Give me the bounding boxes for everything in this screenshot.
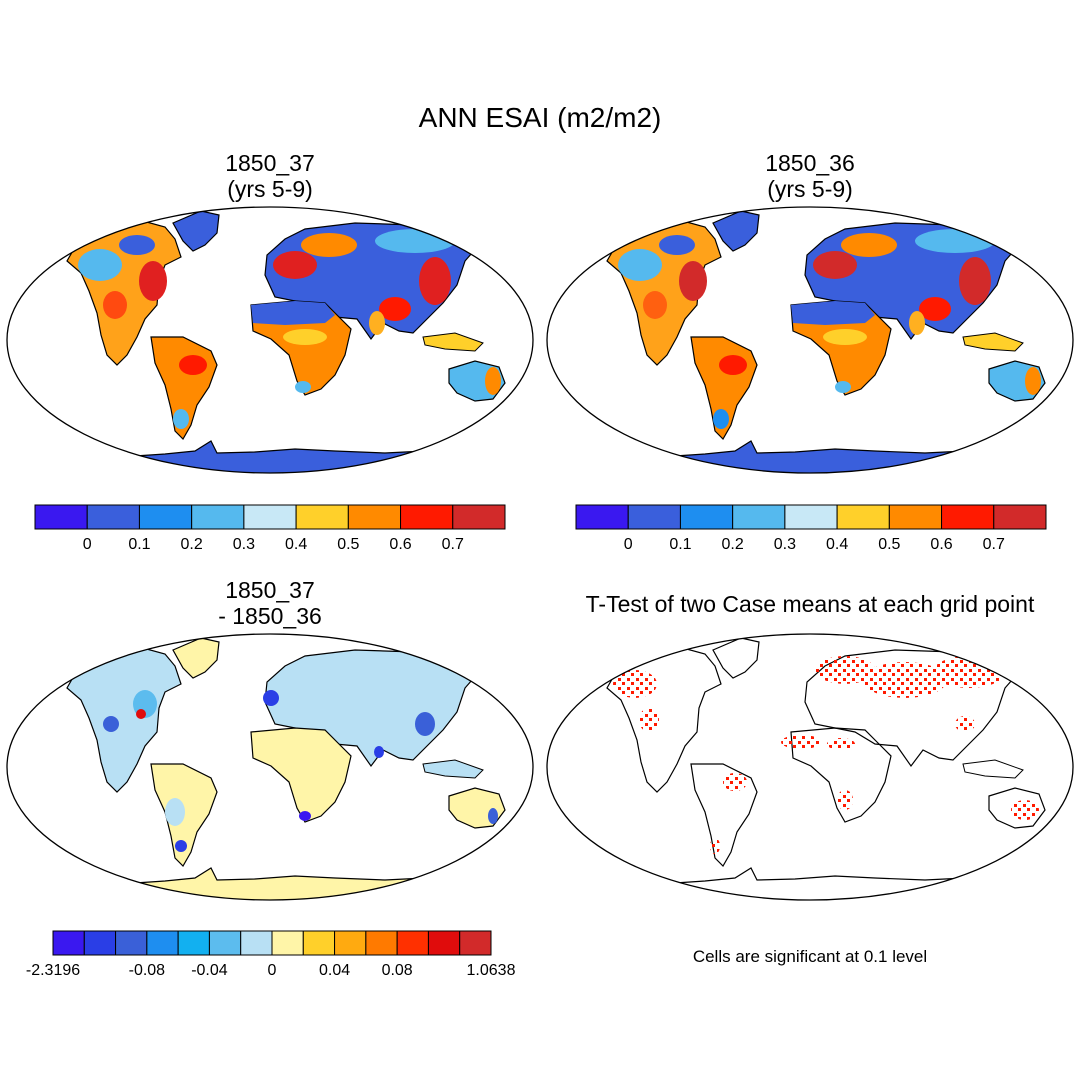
maritime-asia-region bbox=[962, 759, 1024, 779]
australia-region bbox=[988, 787, 1046, 829]
figure-title: ANN ESAI (m2/m2) bbox=[418, 102, 662, 133]
maritime-asia-region bbox=[422, 759, 484, 779]
colorbar-label: 0.4 bbox=[826, 536, 848, 553]
colorbar-swatch bbox=[34, 504, 88, 530]
colorbar-label: 0.1 bbox=[669, 536, 691, 553]
panel-2-title: 1850_36 (yrs 5-9) bbox=[765, 150, 855, 203]
colorbar-swatch bbox=[146, 930, 179, 956]
map-panel-4 bbox=[546, 633, 1074, 901]
colorbar-swatch bbox=[208, 930, 242, 956]
colorbar-label: 0 bbox=[624, 536, 633, 553]
colorbar-panel-1: 0 0.1 0.2 0.3 0.4 0.5 0.6 0.7 bbox=[34, 504, 506, 553]
south-america-region bbox=[690, 763, 758, 867]
map-panel-1 bbox=[6, 206, 534, 474]
africa-region bbox=[790, 727, 892, 823]
colorbar-swatch bbox=[138, 504, 193, 530]
colorbar-label: -2.3196 bbox=[26, 962, 80, 979]
colorbar-panel-3: -2.3196 -0.08 -0.04 0 0.04 0.08 1.0638 bbox=[26, 930, 516, 979]
panel-4-title: T-Test of two Case means at each grid po… bbox=[585, 591, 1035, 617]
map-panel-2 bbox=[546, 206, 1074, 474]
colorbar-label: 0.3 bbox=[233, 536, 255, 553]
colorbar-swatch bbox=[115, 930, 148, 956]
maritime-asia-region bbox=[422, 332, 484, 352]
map-border bbox=[6, 633, 534, 901]
colorbar-swatch bbox=[732, 504, 786, 530]
colorbar-swatch bbox=[302, 930, 336, 956]
significance-note: Cells are significant at 0.1 level bbox=[692, 947, 928, 966]
panel-3-title: 1850_37 - 1850_36 bbox=[218, 577, 322, 630]
colorbar-swatch bbox=[941, 504, 995, 530]
map-border bbox=[546, 633, 1074, 901]
colorbar-swatch bbox=[427, 930, 461, 956]
colorbar-label: 1.0638 bbox=[467, 962, 516, 979]
maritime-asia-region bbox=[962, 332, 1024, 352]
colorbar-swatch bbox=[836, 504, 890, 530]
colorbar-label: 0.1 bbox=[128, 536, 150, 553]
colorbar-swatch bbox=[271, 930, 304, 956]
colorbar-label: 0 bbox=[83, 536, 92, 553]
colorbar-swatch bbox=[240, 930, 273, 956]
colorbar-swatch bbox=[365, 930, 398, 956]
colorbar-label: 0.5 bbox=[337, 536, 359, 553]
colorbar-swatch bbox=[83, 930, 117, 956]
colorbar-swatch bbox=[452, 504, 506, 530]
map-border bbox=[546, 206, 1074, 474]
colorbar-panel-2: 0 0.1 0.2 0.3 0.4 0.5 0.6 0.7 bbox=[575, 504, 1047, 553]
panel-1-title: 1850_37 (yrs 5-9) bbox=[225, 150, 315, 203]
colorbar-label: 0.5 bbox=[878, 536, 900, 553]
colorbar-label: 0.2 bbox=[181, 536, 203, 553]
colorbar-label: 0.7 bbox=[983, 536, 1005, 553]
colorbar-swatch bbox=[86, 504, 140, 530]
colorbar-swatch bbox=[52, 930, 85, 956]
africa-region bbox=[250, 300, 352, 396]
significant-cells bbox=[613, 656, 1039, 854]
colorbar-label: 0.6 bbox=[930, 536, 952, 553]
colorbar-swatch bbox=[347, 504, 402, 530]
north-america-region bbox=[606, 647, 722, 793]
colorbar-swatch bbox=[295, 504, 349, 530]
colorbar-label: 0.4 bbox=[285, 536, 307, 553]
africa-region bbox=[250, 727, 352, 823]
eurasia-region bbox=[804, 649, 1020, 768]
colorbar-swatch bbox=[575, 504, 629, 530]
colorbar-swatch bbox=[177, 930, 210, 956]
colorbar-swatch bbox=[191, 504, 245, 530]
colorbar-swatch bbox=[396, 930, 429, 956]
map-border bbox=[6, 206, 534, 474]
colorbar-swatch bbox=[993, 504, 1047, 530]
colorbar-swatch bbox=[627, 504, 681, 530]
colorbar-label: 0.7 bbox=[442, 536, 464, 553]
colorbar-swatch bbox=[888, 504, 943, 530]
colorbar-label: 0.08 bbox=[382, 962, 413, 979]
colorbar-label: 0.04 bbox=[319, 962, 350, 979]
colorbar-label: 0.3 bbox=[774, 536, 796, 553]
colorbar-label: -0.04 bbox=[191, 962, 228, 979]
colorbar-swatch bbox=[459, 930, 492, 956]
colorbar-swatch bbox=[784, 504, 838, 530]
colorbar-label: 0.6 bbox=[389, 536, 411, 553]
colorbar-label: 0 bbox=[268, 962, 277, 979]
colorbar-swatch bbox=[679, 504, 734, 530]
colorbar-swatch bbox=[334, 930, 367, 956]
colorbar-label: 0.2 bbox=[722, 536, 744, 553]
africa-region bbox=[790, 300, 892, 396]
colorbar-swatch bbox=[243, 504, 297, 530]
colorbar-swatch bbox=[400, 504, 454, 530]
colorbar-label: -0.08 bbox=[129, 962, 166, 979]
map-panel-3 bbox=[6, 633, 534, 901]
north-america-region bbox=[66, 647, 182, 793]
